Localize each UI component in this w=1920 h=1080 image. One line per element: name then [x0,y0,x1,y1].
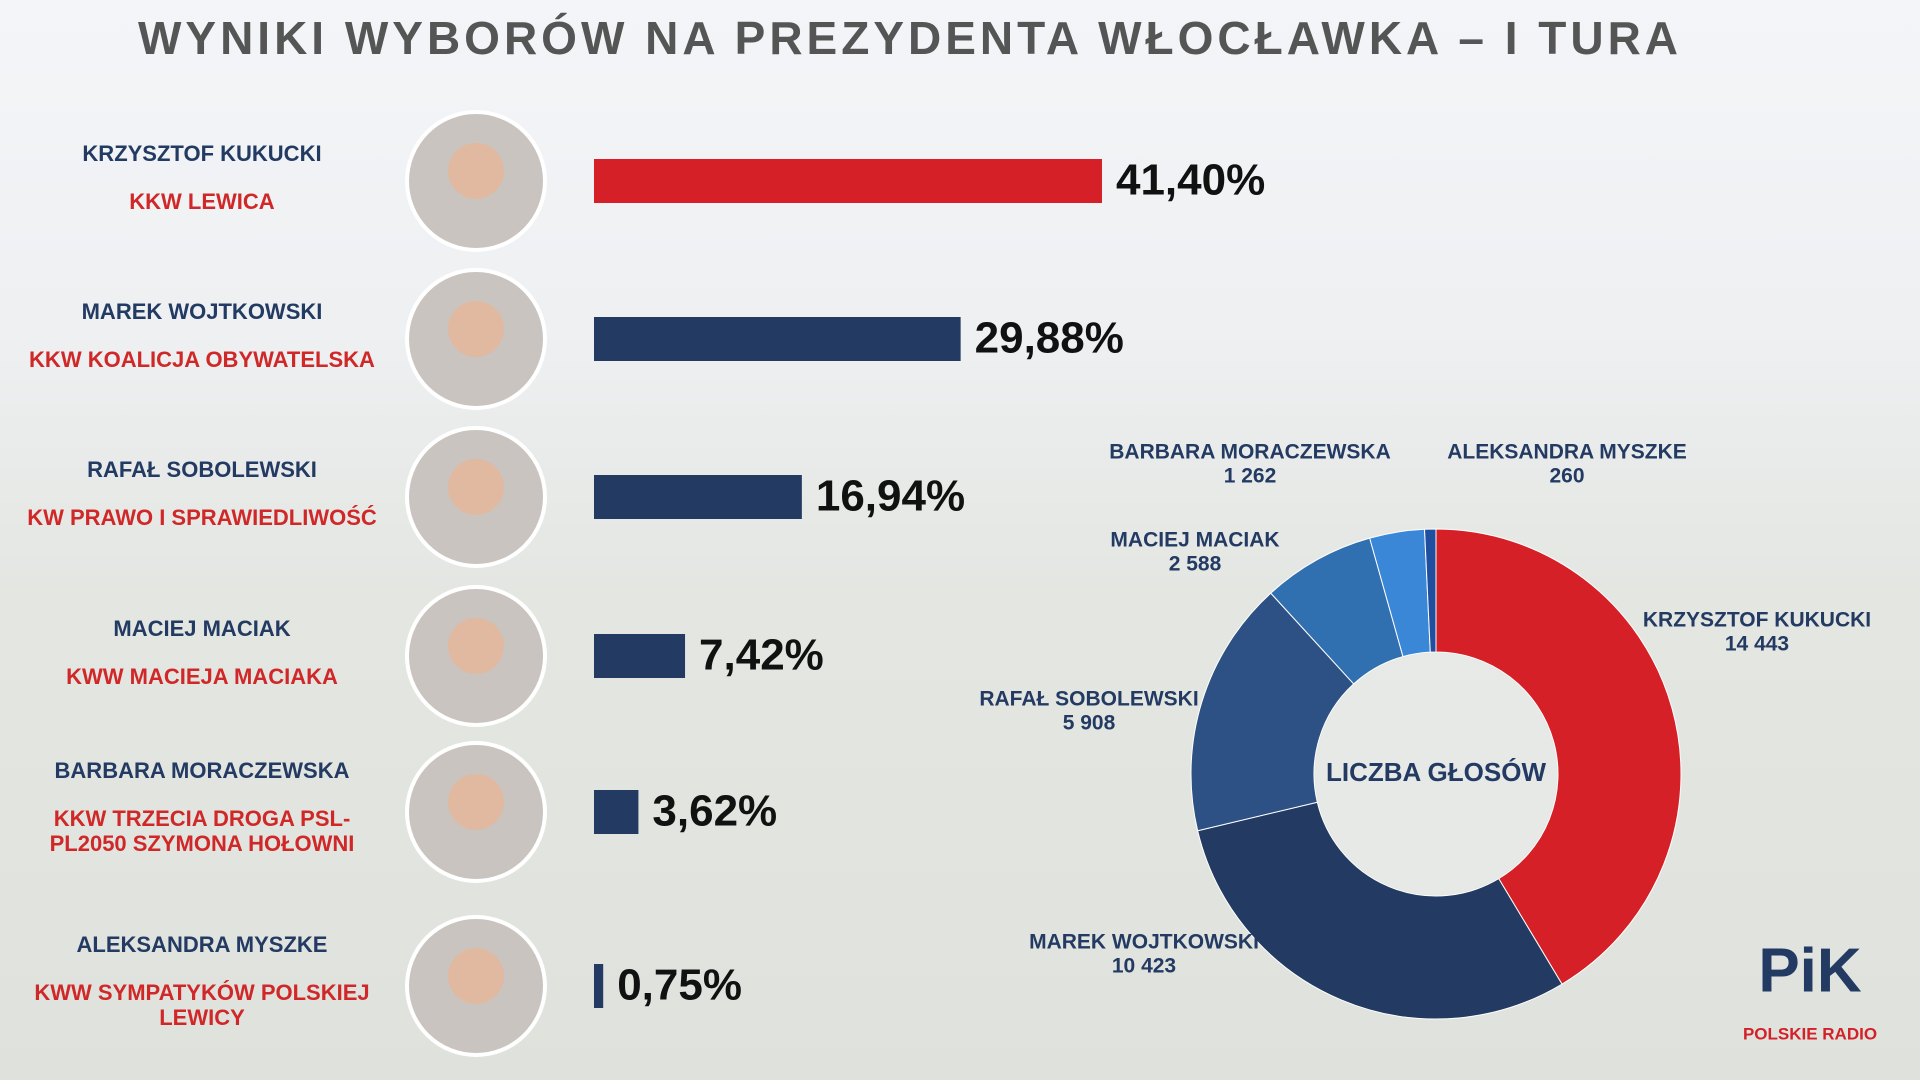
slice-name: KRZYSZTOF KUKUCKI [1643,609,1871,632]
value-label: 3,62% [652,787,777,836]
bar [594,790,639,834]
party-name: LEWICY [159,1005,245,1030]
donut-hole [1315,653,1557,895]
party-name: PL2050 SZYMONA HOŁOWNI [50,831,355,856]
slice-value: 1 262 [1224,465,1277,488]
party-name: KKW KOALICJA OBYWATELSKA [29,347,375,372]
candidate-name: KRZYSZTOF KUKUCKI [82,141,321,166]
logo-caption: POLSKIE RADIO [1743,1024,1877,1043]
candidate-name: RAFAŁ SOBOLEWSKI [87,457,317,482]
party-name: KW PRAWO I SPRAWIEDLIWOŚĆ [27,505,377,530]
value-label: 16,94% [816,472,965,521]
bar [594,159,1102,203]
slice-name: RAFAŁ SOBOLEWSKI [979,688,1198,711]
logo-mark: PiK [1758,936,1862,1005]
logo: PiK POLSKIE RADIO [1743,936,1877,1043]
candidate-name: MAREK WOJTKOWSKI [82,299,323,324]
photo-head [448,143,504,199]
bar [594,475,802,519]
donut-slice [1424,528,1437,653]
slice-value: 5 908 [1063,712,1116,735]
candidate-name: BARBARA MORACZEWSKA [55,758,350,783]
party-name: KKW TRZECIA DROGA PSL- [54,806,351,831]
slice-value: 2 588 [1169,553,1222,576]
bar [594,634,686,678]
donut-slice [1435,528,1682,985]
party-name: KWW SYMPATYKÓW POLSKIEJ [34,980,369,1005]
value-label: 0,75% [617,961,742,1010]
photo-head [448,459,504,515]
bar [594,317,961,361]
slice-name: MACIEJ MACIAK [1110,529,1279,552]
center-label: LICZBA GŁOSÓW [1326,757,1546,787]
value-label: 29,88% [975,314,1124,363]
party-name: KWW MACIEJA MACIAKA [66,664,338,689]
photo-head [448,774,504,830]
candidate-name: ALEKSANDRA MYSZKE [77,932,328,957]
candidate-name: MACIEJ MACIAK [113,616,290,641]
slice-value: 260 [1549,465,1584,488]
slice-name: MAREK WOJTKOWSKI [1029,931,1259,954]
slice-value: 10 423 [1112,955,1176,978]
party-name: KKW LEWICA [129,189,275,214]
value-label: 41,40% [1116,156,1265,205]
photo-head [448,948,504,1004]
donut-slice [1197,801,1563,1020]
slice-name: BARBARA MORACZEWSKA [1109,441,1391,464]
bar [594,964,604,1008]
donut-slice [1190,592,1355,832]
slice-value: 14 443 [1725,633,1789,656]
photo-head [448,301,504,357]
photo-head [448,618,504,674]
chart-title: WYNIKI WYBORÓW NA PREZYDENTA WŁOCŁAWKA –… [138,12,1682,64]
value-label: 7,42% [699,631,824,680]
slice-name: ALEKSANDRA MYSZKE [1447,441,1687,464]
